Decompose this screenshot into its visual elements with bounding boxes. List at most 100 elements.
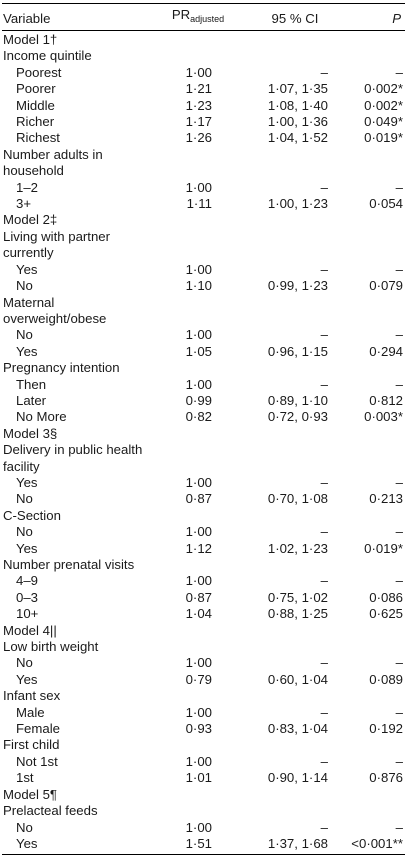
row-p: – <box>395 524 403 540</box>
table-row: 3+ 1·11 1·00, 1·23 0·054 <box>2 196 405 212</box>
row-ci: 0·75, 1·02 <box>267 589 328 605</box>
header-pr-adjusted: PRadjusted <box>152 7 244 30</box>
row-pr: 1·00 <box>185 64 212 80</box>
table-row: Richest 1·26 1·04, 1·52 0·019* <box>2 130 405 146</box>
row-label: Number prenatal visits <box>3 557 135 572</box>
row-pr: 1·00 <box>185 179 212 195</box>
row-label: No <box>16 278 33 294</box>
variable-group-row: Low birth weight <box>2 639 405 655</box>
variable-group-row: Income quintile <box>2 48 405 64</box>
row-label: No <box>16 655 33 671</box>
row-pr: 1·00 <box>185 753 212 769</box>
table-row: No 0·87 0·70, 1·08 0·213 <box>2 491 405 507</box>
row-ci: 0·99, 1·23 <box>267 278 328 294</box>
row-label: 4–9 <box>16 573 39 589</box>
row-label: Female <box>16 721 60 737</box>
row-pr: 0·99 <box>185 392 212 408</box>
table-row: No 1·10 0·99, 1·23 0·079 <box>2 278 405 294</box>
row-label: Then <box>16 376 47 392</box>
row-label: Yes <box>16 540 38 556</box>
row-label: First child <box>3 737 60 753</box>
row-p: – <box>395 819 403 835</box>
model-heading-row: Model 5¶ <box>2 787 405 803</box>
row-ci: 0·72, 0·93 <box>267 409 328 425</box>
row-ci: – <box>320 524 328 540</box>
row-p: – <box>395 261 403 277</box>
row-label: No <box>16 491 33 507</box>
row-pr: 1·11 <box>186 196 212 212</box>
table-row: Yes 1·05 0·96, 1·15 0·294 <box>2 344 405 360</box>
row-p: 0·089 <box>369 671 403 687</box>
variable-group-row: Number adults in <box>2 147 405 163</box>
table-row: 4–9 1·00 – – <box>2 573 405 589</box>
variable-group-row: Number prenatal visits <box>2 557 405 573</box>
row-pr: 1·00 <box>185 655 212 671</box>
row-pr: 1·17 <box>185 114 212 130</box>
row-pr: 1·00 <box>185 819 212 835</box>
row-label: Model 3§ <box>3 425 58 441</box>
row-ci: 0·70, 1·08 <box>267 491 328 507</box>
row-p: 0·002* <box>364 81 403 97</box>
row-pr: 1·10 <box>185 278 212 294</box>
row-pr: 1·01 <box>185 770 212 786</box>
variable-group-row: C-Section <box>2 508 405 524</box>
model-heading-row: Model 4|| <box>2 623 405 639</box>
variable-group-row: Prelacteal feeds <box>2 803 405 819</box>
row-ci: 0·89, 1·10 <box>267 392 328 408</box>
table-row: Not 1st 1·00 – – <box>2 754 405 770</box>
row-label: Poorest <box>16 64 62 80</box>
row-label: No More <box>16 409 67 425</box>
row-p: 0·003* <box>364 409 403 425</box>
row-ci: – <box>320 327 328 343</box>
header-p: P <box>392 10 401 26</box>
row-pr: 1·23 <box>185 97 212 113</box>
row-pr: 1·00 <box>185 573 212 589</box>
table-row: 10+ 1·04 0·88, 1·25 0·625 <box>2 606 405 622</box>
row-ci: – <box>320 261 328 277</box>
row-label: Male <box>16 704 45 720</box>
row-ci: – <box>320 179 328 195</box>
row-p: 0·054 <box>369 196 403 212</box>
table-row: 1–2 1·00 – – <box>2 180 405 196</box>
row-ci: – <box>320 704 328 720</box>
table-row: Richer 1·17 1·00, 1·36 0·049* <box>2 114 405 130</box>
variable-group-row: Maternal overweight/obese <box>2 295 405 328</box>
row-label: Yes <box>16 261 38 277</box>
table-row: Yes 1·51 1·37, 1·68 <0·001** <box>2 836 405 852</box>
row-pr: 0·87 <box>185 589 212 605</box>
row-label: Income quintile <box>3 48 92 64</box>
row-pr: 1·00 <box>185 704 212 720</box>
row-pr: 1·00 <box>185 261 212 277</box>
table-row: No 1·00 – – <box>2 820 405 836</box>
header-variable: Variable <box>3 10 51 26</box>
row-p: – <box>395 573 403 589</box>
row-label: Model 4|| <box>3 622 57 638</box>
row-ci: 0·83, 1·04 <box>267 721 328 737</box>
row-ci: 1·00, 1·23 <box>267 196 328 212</box>
model-heading-row: Model 1† <box>2 32 405 48</box>
row-ci: – <box>320 376 328 392</box>
row-pr: 0·79 <box>185 671 212 687</box>
row-label: household <box>3 163 64 179</box>
row-label: Richest <box>16 130 60 146</box>
row-ci: 0·90, 1·14 <box>267 770 328 786</box>
row-ci: 1·00, 1·36 <box>267 114 328 130</box>
variable-group-row: facility <box>2 459 405 475</box>
row-pr: 1·21 <box>185 81 212 97</box>
table-row: No 1·00 – – <box>2 327 405 343</box>
row-p: 0·002* <box>364 97 403 113</box>
table-row: Female 0·93 0·83, 1·04 0·192 <box>2 721 405 737</box>
row-p: 0·294 <box>369 343 403 359</box>
row-pr: 0·87 <box>185 491 212 507</box>
table-row: Poorest 1·00 – – <box>2 65 405 81</box>
row-p: – <box>395 376 403 392</box>
row-pr: 1·00 <box>185 327 212 343</box>
row-ci: 1·04, 1·52 <box>267 130 328 146</box>
table-row: Later 0·99 0·89, 1·10 0·812 <box>2 393 405 409</box>
row-ci: 1·37, 1·68 <box>267 835 328 851</box>
row-p: 0·079 <box>369 278 403 294</box>
row-pr: 1·26 <box>185 130 212 146</box>
row-label: currently <box>3 245 54 261</box>
row-p: 0·019* <box>364 540 403 556</box>
row-label: Infant sex <box>3 688 61 704</box>
